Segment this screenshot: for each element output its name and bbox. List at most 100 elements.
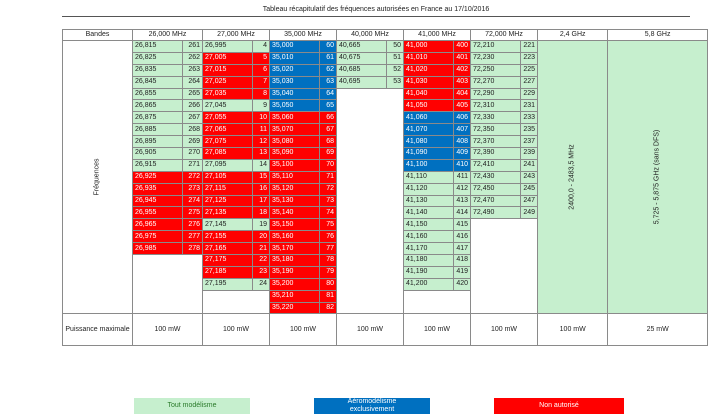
frequency-cell: 72,410 [470,158,521,172]
table-row: 26,945 274 27,125 17 35,130 73 41,130 413 72,470… [63,194,708,208]
frequency-cell: 26,895 [132,135,183,149]
header-cell: 72,000 MHz [470,29,538,41]
frequency-cell: 35,090 [269,147,320,160]
channel-cell: 272 [182,170,203,184]
channel-cell: 225 [520,63,538,77]
channel-cell: 50 [386,40,404,53]
frequency-cell: 26,905 [132,147,183,160]
legend-label: Aéromodélisme [347,398,397,405]
channel-cell: 52 [386,63,404,77]
frequency-cell: 72,230 [470,51,521,65]
frequency-cell: 26,845 [132,75,183,89]
frequency-cell: 72,330 [470,111,521,125]
empty-cell [470,218,538,315]
band-2-4ghz-cell: 2400,0 - 2483,5 MHz [536,39,609,315]
frequency-cell: 27,145 [202,218,253,232]
frequency-cell: 35,010 [269,51,320,65]
frequency-cell: 35,050 [269,99,320,113]
channel-cell: 231 [520,99,538,113]
table-row: 26,855 265 27,035 8 35,040 64 41,040 404 72,290 2… [63,87,708,315]
frequency-cell: 35,020 [269,63,320,77]
channel-cell: 80 [319,277,337,291]
power-value: 25 mW [607,313,708,347]
frequency-cell: 27,185 [202,265,253,279]
channel-cell: 237 [520,135,538,149]
channel-cell: 79 [319,265,337,279]
channel-cell: 267 [182,111,203,125]
legend-not-allowed: Non autorisé [494,398,624,414]
table-row: 26,835 263 27,015 6 35,020 62 40,685 52 41,020 40… [63,63,708,77]
frequency-cell: 27,005 [202,51,253,65]
table-row: 27,185 23 35,190 79 41,190 419 [63,265,708,279]
frequency-cell: 41,000 [403,40,454,53]
frequency-cell: 35,200 [269,277,320,291]
table-row: 26,985 278 27,165 21 35,170 77 41,170 417 [63,242,708,256]
channel-cell: 408 [453,135,471,149]
channel-cell: 405 [453,99,471,113]
frequency-cell: 35,130 [269,194,320,208]
frequency-cell: 27,095 [202,158,253,172]
frequency-cell: 40,665 [336,40,387,53]
power-value: 100 mW [132,313,203,347]
channel-cell: 409 [453,147,471,160]
channel-cell: 63 [319,75,337,89]
frequency-cell: 27,035 [202,87,253,101]
channel-cell: 75 [319,218,337,232]
header-cell: 5,8 GHz [607,29,708,41]
frequency-cell: 40,695 [336,75,387,89]
frequency-cell: 40,675 [336,51,387,65]
power-value: 100 mW [336,313,404,347]
channel-cell: 407 [453,123,471,137]
frequency-cell: 41,120 [403,182,454,196]
channel-cell: 12 [252,135,270,149]
frequency-cell: 26,835 [132,63,183,77]
frequency-cell: 27,065 [202,123,253,137]
frequency-cell: 26,885 [132,123,183,137]
empty-cell [132,254,203,315]
channel-cell: 223 [520,51,538,65]
frequency-cell: 41,090 [403,147,454,160]
channel-cell: 16 [252,182,270,196]
frequency-cell: 41,040 [403,87,454,101]
channel-cell: 73 [319,194,337,208]
channel-cell: 277 [182,230,203,244]
page-title: Tableau récapitulatif des fréquences aut… [62,4,690,17]
channel-cell: 5 [252,51,270,65]
frequency-cell: 26,925 [132,170,183,184]
channel-cell: 420 [453,277,471,291]
band-5-8ghz-label: 5,725 - 5,875 GHz (sans DFS) [653,129,661,225]
frequency-cell: 41,200 [403,277,454,291]
channel-cell: 4 [252,40,270,53]
frequency-cell: 35,120 [269,182,320,196]
channel-cell: 235 [520,123,538,137]
header-cell: 40,000 MHz [336,29,404,41]
frequency-cell: 26,995 [202,40,253,53]
frequency-cell: 41,140 [403,206,454,220]
frequency-cell: 27,175 [202,254,253,267]
channel-cell: 21 [252,242,270,256]
header-cell: Bandes [62,29,133,41]
power-value: 100 mW [470,313,538,347]
frequency-cell: 41,160 [403,230,454,244]
frequency-cell: 26,955 [132,206,183,220]
channel-cell: 66 [319,111,337,125]
frequency-cell: 41,130 [403,194,454,208]
channel-cell: 76 [319,230,337,244]
channel-cell: 414 [453,206,471,220]
frequency-cell: 27,025 [202,75,253,89]
channel-cell: 247 [520,194,538,208]
frequency-cell: 41,080 [403,135,454,149]
frequency-cell: 26,915 [132,158,183,172]
frequency-cell: 72,250 [470,63,521,77]
channel-cell: 227 [520,75,538,89]
frequency-cell: 72,470 [470,194,521,208]
table-row: Fréquences 26,815 261 26,995 4 35,000 60 40,665… [62,39,708,315]
frequency-cell: 35,080 [269,135,320,149]
channel-cell: 60 [319,40,337,53]
channel-cell: 7 [252,75,270,89]
frequency-cell: 41,030 [403,75,454,89]
frequency-cell: 35,140 [269,206,320,220]
channel-cell: 241 [520,158,538,172]
frequency-cell: 41,190 [403,265,454,279]
legend-label: Tout modélisme [167,402,217,409]
